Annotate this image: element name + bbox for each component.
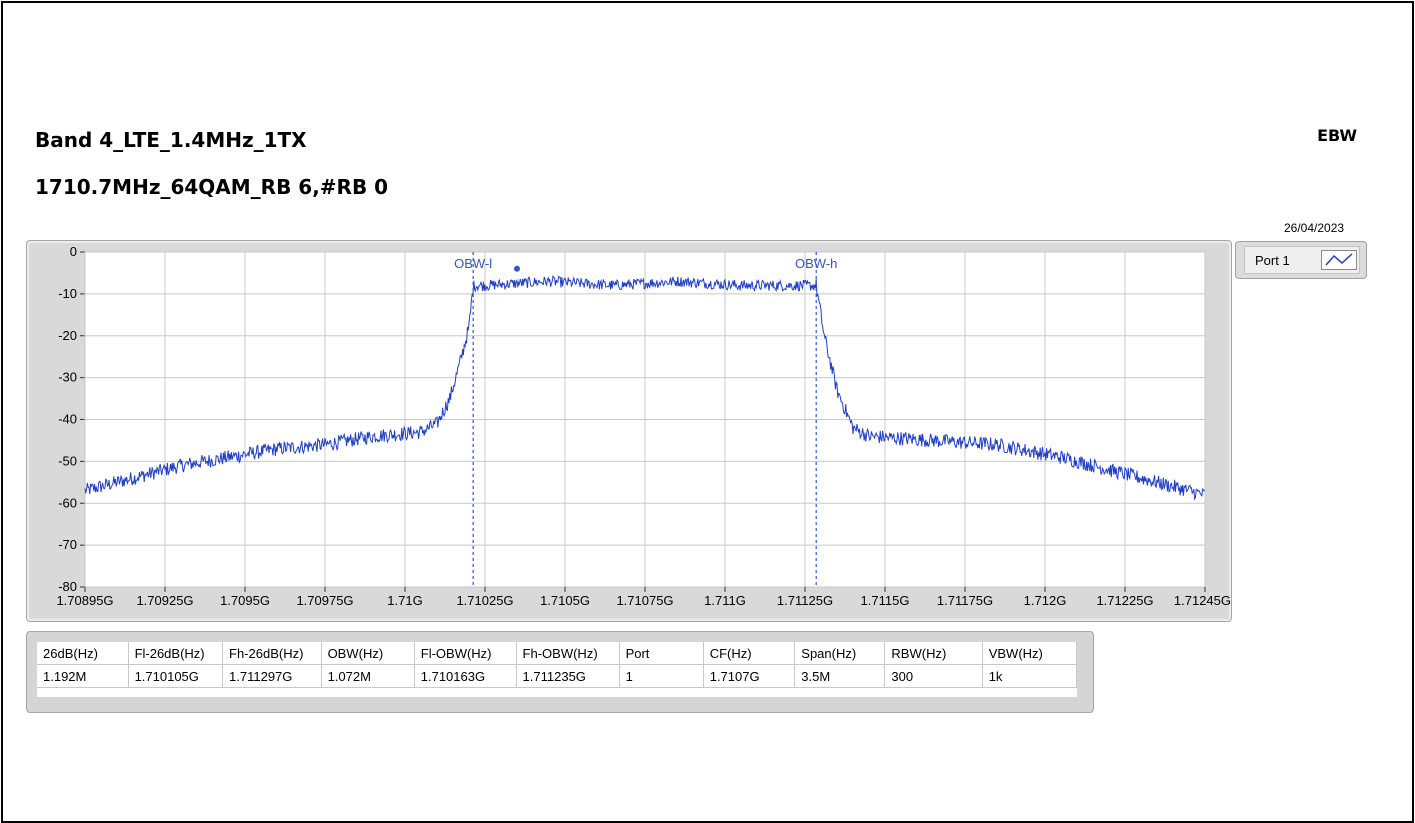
peak-marker (514, 265, 520, 272)
table-header-cell: Port (619, 642, 704, 665)
table-cell: 1.710105G (128, 664, 224, 688)
x-tick-label: 1.71025G (456, 593, 513, 608)
x-tick-label: 1.70975G (296, 593, 353, 608)
table-header-cell: Fh-26dB(Hz) (222, 642, 322, 665)
table-header-cell: VBW(Hz) (982, 642, 1078, 665)
table-header-cell: Fh-OBW(Hz) (516, 642, 620, 665)
legend-entry[interactable]: Port 1 (1244, 246, 1360, 274)
table-cell: 1.7107G (703, 664, 796, 688)
x-tick-label: 1.7115G (861, 593, 910, 608)
trace-line (84, 274, 1206, 501)
x-tick-label: 1.7095G (220, 593, 270, 608)
table-header-cell: Span(Hz) (794, 642, 886, 665)
table-cell: 1.711297G (222, 664, 322, 688)
x-tick-label: 1.712G (1024, 593, 1067, 608)
x-tick-label: 1.71125G (777, 593, 833, 608)
test-title: Band 4_LTE_1.4MHz_1TX (35, 128, 307, 152)
y-tick-label: -30 (58, 370, 77, 385)
spectrum-plot-panel: 0 -10 -20 -30 -40 -50 -60 -70 -80 1.70895G 1.70925… (26, 240, 1232, 622)
table-cell: 3.5M (794, 664, 886, 688)
x-tick-label: 1.70895G (56, 593, 113, 608)
y-tick-label: -40 (58, 412, 77, 427)
table-cell: 1k (982, 664, 1078, 688)
results-table-panel: 26dB(Hz) Fl-26dB(Hz) Fh-26dB(Hz) OBW(Hz) Fl-… (26, 631, 1094, 713)
table-cell: 1 (619, 664, 704, 688)
x-tick-label: 1.711G (704, 593, 746, 608)
x-tick-label: 1.71225G (1096, 593, 1153, 608)
table-row: 1.192M 1.710105G 1.711297G 1.072M 1.710163G 1… (37, 664, 1078, 688)
x-tick-label: 1.71245G (1174, 593, 1231, 608)
y-tick-label: -10 (58, 286, 77, 301)
table-header-cell: Fl-26dB(Hz) (128, 642, 224, 665)
table-cell: 1.711235G (516, 664, 620, 688)
measurement-tag: EBW (1317, 126, 1357, 145)
x-tick-label: 1.71075G (616, 593, 673, 608)
table-cell: 1.072M (321, 664, 415, 688)
table-header-row: 26dB(Hz) Fl-26dB(Hz) Fh-26dB(Hz) OBW(Hz) Fl-… (37, 642, 1078, 665)
table-header-cell: OBW(Hz) (321, 642, 415, 665)
table-cell: 1.192M (37, 664, 129, 688)
y-tick-label: -50 (58, 453, 77, 468)
report-date: 26/04/2023 (1284, 221, 1345, 235)
y-tick-label: -80 (58, 579, 77, 594)
test-subtitle: 1710.7MHz_64QAM_RB 6,#RB 0 (35, 175, 389, 199)
table-cell: 300 (884, 664, 983, 688)
table-header-cell: Fl-OBW(Hz) (414, 642, 517, 665)
y-tick-label: 0 (70, 244, 77, 259)
obw-marker-label: OBW-l (454, 256, 492, 271)
plot-legend[interactable]: Port 1 (1235, 241, 1367, 279)
obw-marker-label: OBW-h (795, 256, 837, 271)
table-cell: 1.710163G (414, 664, 517, 688)
x-tick-label: 1.7105G (540, 593, 590, 608)
x-tick-label: 1.70925G (136, 593, 193, 608)
legend-label: Port 1 (1255, 253, 1290, 268)
y-tick-label: -20 (58, 328, 77, 343)
y-tick-label: -60 (58, 495, 77, 510)
y-tick-label: -70 (58, 537, 77, 552)
table-header-cell: CF(Hz) (703, 642, 796, 665)
table-header-cell: 26dB(Hz) (37, 642, 129, 665)
line-plot-icon[interactable] (1321, 250, 1357, 270)
x-tick-label: 1.71175G (937, 593, 993, 608)
results-table: 26dB(Hz) Fl-26dB(Hz) Fh-26dB(Hz) OBW(Hz) Fl-… (37, 642, 1078, 688)
table-header-cell: RBW(Hz) (884, 642, 983, 665)
x-tick-label: 1.71G (387, 593, 422, 608)
spectrum-chart: 0 -10 -20 -30 -40 -50 -60 -70 -801.70895G 1.70925… (56, 244, 1231, 608)
